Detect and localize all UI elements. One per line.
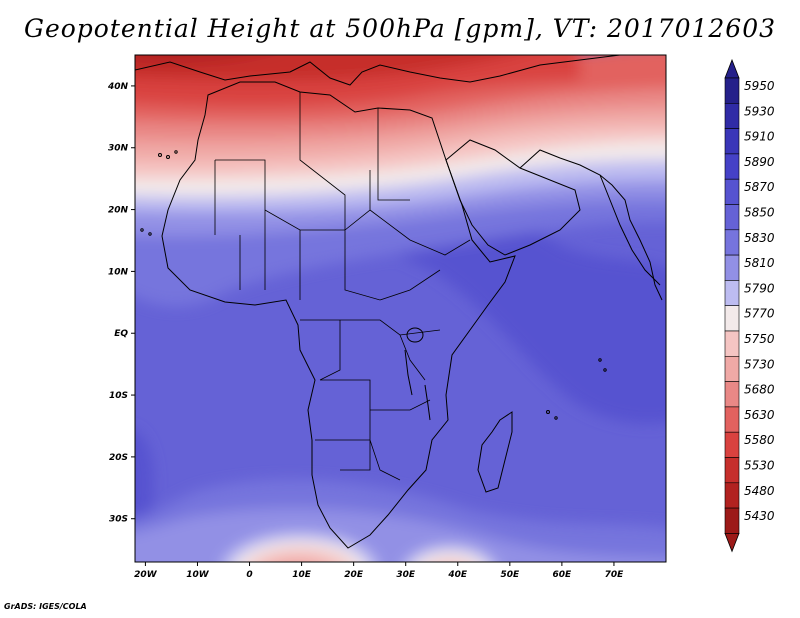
lake-victoria — [406, 327, 424, 343]
field-5870 — [370, 214, 666, 424]
europe-coast — [135, 55, 621, 86]
lon-axis: 20W 10W 0 10E 20E 30E 40E 50E 60E 70E — [134, 562, 624, 580]
colorbar-swatch — [724, 77, 740, 104]
colorbar-label: 5910 — [744, 130, 775, 144]
south-low-2-5770 — [416, 551, 484, 562]
south-low-1-5730 — [274, 558, 322, 562]
lon-tick-label: 70E — [605, 570, 625, 580]
colorbar-label: 5790 — [744, 281, 775, 295]
colorbar-label: 5950 — [744, 79, 775, 93]
lat-tick-label: EQ — [114, 329, 128, 339]
lat-tick-label: 30S — [109, 515, 128, 525]
asia-coast — [519, 149, 663, 301]
colorbar-swatch — [724, 381, 740, 408]
colorbar-label: 5530 — [744, 459, 775, 473]
africa-coast — [161, 81, 516, 549]
lat-tick-label: 10N — [108, 267, 129, 277]
colorbar-swatch — [724, 482, 740, 509]
lat-tick-label: 40N — [107, 82, 129, 92]
india-west — [599, 174, 661, 286]
colorbar-label: 5750 — [744, 332, 775, 346]
lake-tanganyika — [404, 349, 413, 396]
lon-tick-label: 10E — [292, 570, 312, 580]
height-field — [135, 55, 666, 562]
colorbar-label: 5430 — [744, 509, 775, 523]
lat-tick-label: 30N — [108, 144, 129, 154]
field-5530 — [135, 55, 515, 82]
field-5480 — [135, 55, 253, 64]
colorbar-swatch — [724, 204, 740, 231]
colorbar-swatch — [724, 254, 740, 281]
colorbar-label: 5630 — [744, 408, 775, 422]
lon-tick-label: 20W — [134, 570, 158, 580]
colorbar-label: 5830 — [744, 231, 775, 245]
field-5580 — [135, 55, 580, 107]
arabia — [445, 139, 581, 256]
map-frame — [134, 54, 667, 563]
field-5870-sw — [135, 430, 154, 520]
lat-tick-label: 10S — [109, 391, 128, 401]
colorbar-label: 5480 — [744, 484, 775, 498]
colorbar-swatch — [724, 128, 740, 155]
lon-tick-label: 10W — [186, 570, 210, 580]
colorbar-label: 5680 — [744, 383, 775, 397]
lon-tick-label: 60E — [553, 570, 573, 580]
colorbar-swatch — [724, 103, 740, 129]
coastlines — [135, 55, 663, 549]
colorbar-label: 5730 — [744, 357, 775, 371]
colorbar-label: 5870 — [744, 180, 775, 194]
colorbar-swatch — [724, 305, 740, 332]
lat-tick-label: 20S — [109, 453, 128, 463]
colorbar-label: 5770 — [744, 307, 775, 321]
colorbar: 5950 5930 5910 5890 5870 5850 5830 5810 5790 5770… — [724, 58, 775, 553]
borders — [214, 92, 471, 481]
colorbar-swatch — [724, 229, 740, 256]
lon-tick-label: 30E — [396, 570, 416, 580]
lat-tick-label: 20N — [108, 206, 129, 216]
lon-tick-label: 0 — [246, 570, 252, 580]
colorbar-swatch — [724, 406, 740, 433]
colorbar-swatch — [724, 507, 740, 534]
colorbar-swatch — [724, 178, 740, 205]
lon-tick-label: 40E — [447, 570, 468, 580]
colorbar-label: 5890 — [744, 155, 775, 169]
colorbar-bottom-arrow — [724, 533, 740, 553]
colorbar-label: 5850 — [744, 206, 775, 220]
lon-tick-label: 50E — [500, 570, 520, 580]
colorbar-label: 5930 — [744, 104, 775, 118]
colorbar-top-arrow — [724, 58, 740, 79]
lat-axis: 40N 30N 20N 10N EQ 10S 20S 30S — [107, 82, 135, 525]
chart-title: Geopotential Height at 500hPa [gpm], VT:… — [23, 14, 777, 43]
colorbar-swatch — [724, 457, 740, 484]
colorbar-label: 5810 — [744, 256, 775, 270]
colorbar-swatch — [724, 355, 740, 382]
south-low-1-5750 — [250, 548, 350, 562]
madagascar — [477, 411, 513, 493]
credit-text: GrADS: IGES/COLA — [4, 602, 87, 611]
lon-tick-label: 20E — [344, 570, 364, 580]
colorbar-swatch — [724, 330, 740, 357]
colorbar-swatch — [724, 153, 740, 180]
colorbar-swatch — [724, 431, 740, 458]
colorbar-label: 5580 — [744, 433, 775, 447]
lake-malawi — [424, 384, 431, 421]
colorbar-swatch — [724, 280, 740, 306]
